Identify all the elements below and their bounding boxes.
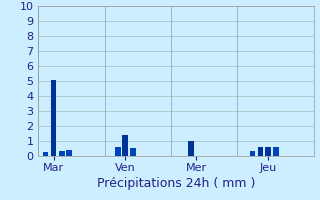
Bar	[265, 147, 270, 156]
Bar	[122, 135, 128, 156]
Bar	[115, 147, 121, 156]
Bar	[43, 152, 48, 156]
Bar	[250, 151, 255, 156]
Bar	[258, 147, 263, 156]
X-axis label: Précipitations 24h ( mm ): Précipitations 24h ( mm )	[97, 177, 255, 190]
Bar	[66, 150, 72, 156]
Bar	[130, 148, 136, 156]
Bar	[59, 151, 65, 156]
Bar	[273, 147, 279, 156]
Bar	[51, 79, 57, 156]
Bar	[188, 141, 194, 156]
